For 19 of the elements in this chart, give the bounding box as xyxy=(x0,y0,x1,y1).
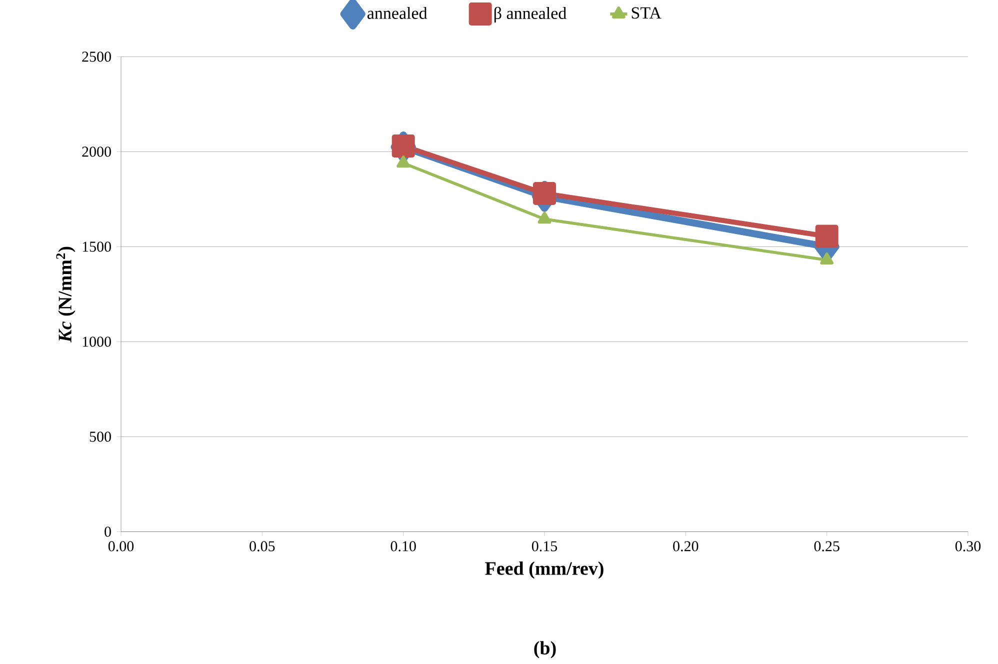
legend-label: STA xyxy=(632,7,662,19)
x-tick-label: 0.00 xyxy=(108,541,134,552)
y-axis-title: Kc (N/mm$^{2}$) xyxy=(56,247,76,343)
x-tick-label: 0.10 xyxy=(390,541,416,552)
legend-label: annealed xyxy=(367,7,428,20)
text: (b) xyxy=(534,641,556,658)
y-tick-label: 500 xyxy=(90,432,111,442)
y-tick-label: 2000 xyxy=(82,146,111,157)
x-tick-label: 0.30 xyxy=(955,541,981,552)
y-tick-label: 1500 xyxy=(82,242,111,252)
y-tick-label: 0 xyxy=(104,526,111,537)
legend-label: β annealed xyxy=(494,7,566,23)
x-axis-title: Feed (mm/rev) xyxy=(485,562,604,579)
x-tick-label: 0.20 xyxy=(673,541,698,552)
x-tick-label: 0.25 xyxy=(814,541,840,552)
y-tick-label: 1000 xyxy=(82,336,111,347)
y-tick-label: 2500 xyxy=(82,52,111,62)
x-tick-label: 0.05 xyxy=(250,541,275,552)
x-tick-label: 0.15 xyxy=(532,541,558,552)
